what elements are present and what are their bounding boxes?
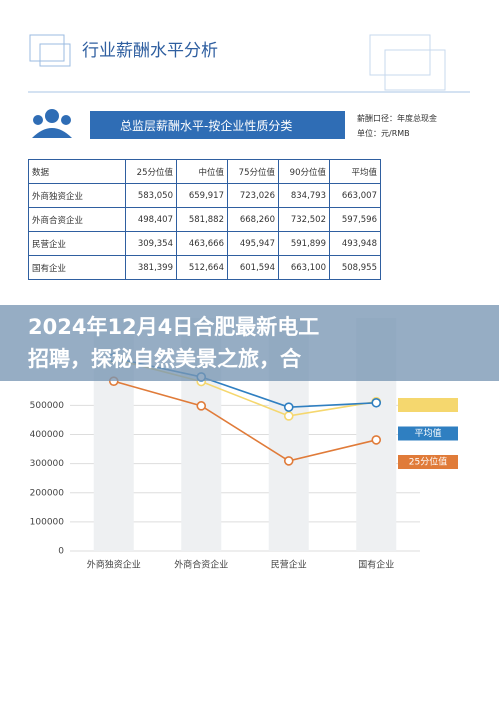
table-cell: 25分位值 [125, 159, 177, 184]
banner-line: 招聘，探秘自然美景之旅，合 [28, 347, 301, 371]
people-icon [45, 109, 59, 123]
table-row: 外商独资企业 583,050 659,917 723,026 834,793 663,00… [28, 183, 381, 208]
x-tick-label: 国有企业 [358, 559, 394, 571]
y-tick-label: 0 [58, 547, 64, 557]
table-cell: 508,955 [329, 255, 381, 280]
x-tick-label: 外商独资企业 [87, 559, 141, 571]
people-icon [32, 128, 72, 138]
table-cell: 数据 [28, 159, 126, 184]
deco-box [384, 49, 446, 91]
x-tick-label: 外商合资企业 [174, 559, 228, 571]
icon [39, 43, 71, 67]
table-cell: 493,948 [329, 231, 381, 256]
point [283, 456, 294, 466]
table-cell: 463,666 [176, 231, 228, 256]
banner: 2024年12月4日合肥最新电工 招聘，探秘自然美景之旅，合 [0, 305, 499, 381]
people-icon [33, 115, 43, 125]
table-cell: 民营企业 [28, 231, 126, 256]
table-cell: 601,594 [227, 255, 279, 280]
table-cell: 723,026 [227, 183, 279, 208]
legend-label: 平均值 [414, 427, 441, 439]
legend-swatch [398, 426, 458, 441]
x-tick-label: 民营企业 [271, 559, 307, 571]
line [113, 380, 377, 462]
point [283, 402, 294, 412]
section-title: 总监层薪酬水平-按企业性质分类 [120, 119, 293, 133]
note: 薪酬口径：年度总现金 [357, 114, 437, 123]
people-icon [61, 115, 71, 125]
table: 数据 25分位值 中位值 75分位值 90分位值 平均值 外商独资企业 583,050 659,… [28, 159, 381, 280]
table-cell: 498,407 [125, 207, 177, 232]
table-cell: 381,399 [125, 255, 177, 280]
table-cell: 663,100 [278, 255, 330, 280]
y-tick-label: 500000 [30, 401, 65, 411]
table-row: 国有企业 381,399 512,664 601,594 663,100 508,955 [28, 255, 381, 280]
point [196, 401, 207, 411]
table-cell: 834,793 [278, 183, 330, 208]
legend-label: 25分位值 [409, 456, 447, 468]
deco-box [369, 34, 431, 76]
point [371, 435, 382, 445]
legend-swatch [398, 398, 458, 412]
y-tick-label: 300000 [30, 459, 65, 469]
table-cell: 平均值 [329, 159, 381, 184]
banner-line: 2024年12月4日合肥最新电工 [28, 315, 320, 339]
note: 单位：元/RMB [357, 129, 410, 138]
icon [29, 34, 65, 62]
table-cell: 外商独资企业 [28, 183, 126, 208]
y-tick-label: 200000 [30, 488, 65, 498]
y-tick-label: 100000 [30, 517, 65, 527]
legend-swatch [398, 455, 458, 469]
section-bar [90, 111, 345, 139]
header-title: 行业薪酬水平分析 [82, 41, 218, 61]
y-tick-label: 400000 [30, 430, 65, 440]
point [283, 411, 294, 421]
table-cell: 659,917 [176, 183, 228, 208]
table-cell: 581,882 [176, 207, 228, 232]
point [371, 397, 382, 408]
table-row: 数据 25分位值 中位值 75分位值 90分位值 平均值 [28, 159, 381, 184]
